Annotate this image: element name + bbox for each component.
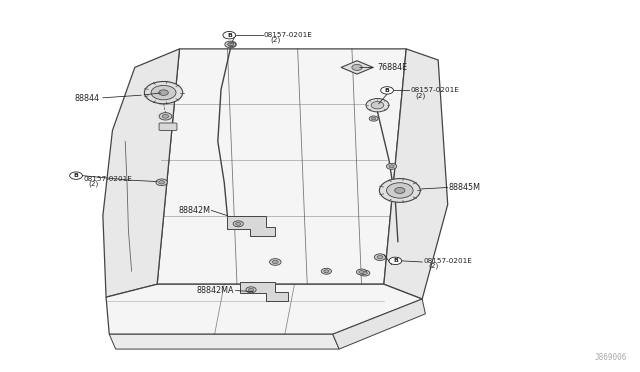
Polygon shape [157,49,406,284]
Text: B: B [385,88,390,93]
Circle shape [225,41,236,48]
Circle shape [377,256,383,259]
Text: 08157-0201E: 08157-0201E [84,176,132,182]
Circle shape [366,99,389,112]
Circle shape [389,165,394,168]
Circle shape [369,116,378,121]
Text: 88842M: 88842M [178,206,210,215]
Text: 88845M: 88845M [449,183,481,192]
Circle shape [387,163,397,169]
Circle shape [159,113,172,120]
Polygon shape [103,49,179,297]
Polygon shape [109,334,339,349]
Circle shape [273,260,278,264]
Circle shape [381,87,394,94]
Circle shape [352,64,362,70]
Text: (2): (2) [89,181,99,187]
Circle shape [236,222,241,225]
Text: 08157-0201E: 08157-0201E [411,87,460,93]
Text: J869006: J869006 [594,353,627,362]
FancyBboxPatch shape [159,123,177,131]
Circle shape [233,221,243,227]
Circle shape [159,181,164,184]
Circle shape [223,32,236,39]
Polygon shape [341,61,373,74]
Text: B: B [393,259,398,263]
Text: 08157-0201E: 08157-0201E [424,258,472,264]
Circle shape [163,115,169,118]
Circle shape [70,172,83,179]
Circle shape [269,259,281,265]
Circle shape [371,102,384,109]
Circle shape [356,269,367,275]
Circle shape [145,81,182,104]
Text: B: B [74,173,79,178]
Circle shape [380,179,420,202]
Polygon shape [106,284,422,334]
Circle shape [360,270,370,276]
Circle shape [321,268,332,274]
Circle shape [230,43,234,45]
Circle shape [151,86,176,100]
Polygon shape [240,282,288,301]
Polygon shape [227,216,275,236]
Circle shape [359,270,364,273]
Polygon shape [384,49,448,299]
Polygon shape [333,299,426,349]
Circle shape [156,179,168,186]
Circle shape [395,187,405,193]
Circle shape [228,43,234,46]
Text: B: B [227,33,232,38]
Text: (2): (2) [429,263,439,269]
Text: (2): (2) [416,92,426,99]
Circle shape [374,254,386,260]
Circle shape [159,90,168,95]
Text: 88842MA: 88842MA [197,286,234,295]
Circle shape [387,183,413,198]
Circle shape [389,257,402,264]
Text: 76884E: 76884E [378,63,408,72]
Circle shape [246,287,256,293]
Circle shape [362,272,367,275]
Text: 88844: 88844 [75,94,100,103]
Circle shape [371,117,376,120]
Circle shape [228,42,236,46]
Text: (2): (2) [270,37,280,43]
Text: 08157-0201E: 08157-0201E [264,32,313,38]
Circle shape [324,270,329,273]
Circle shape [248,288,253,291]
